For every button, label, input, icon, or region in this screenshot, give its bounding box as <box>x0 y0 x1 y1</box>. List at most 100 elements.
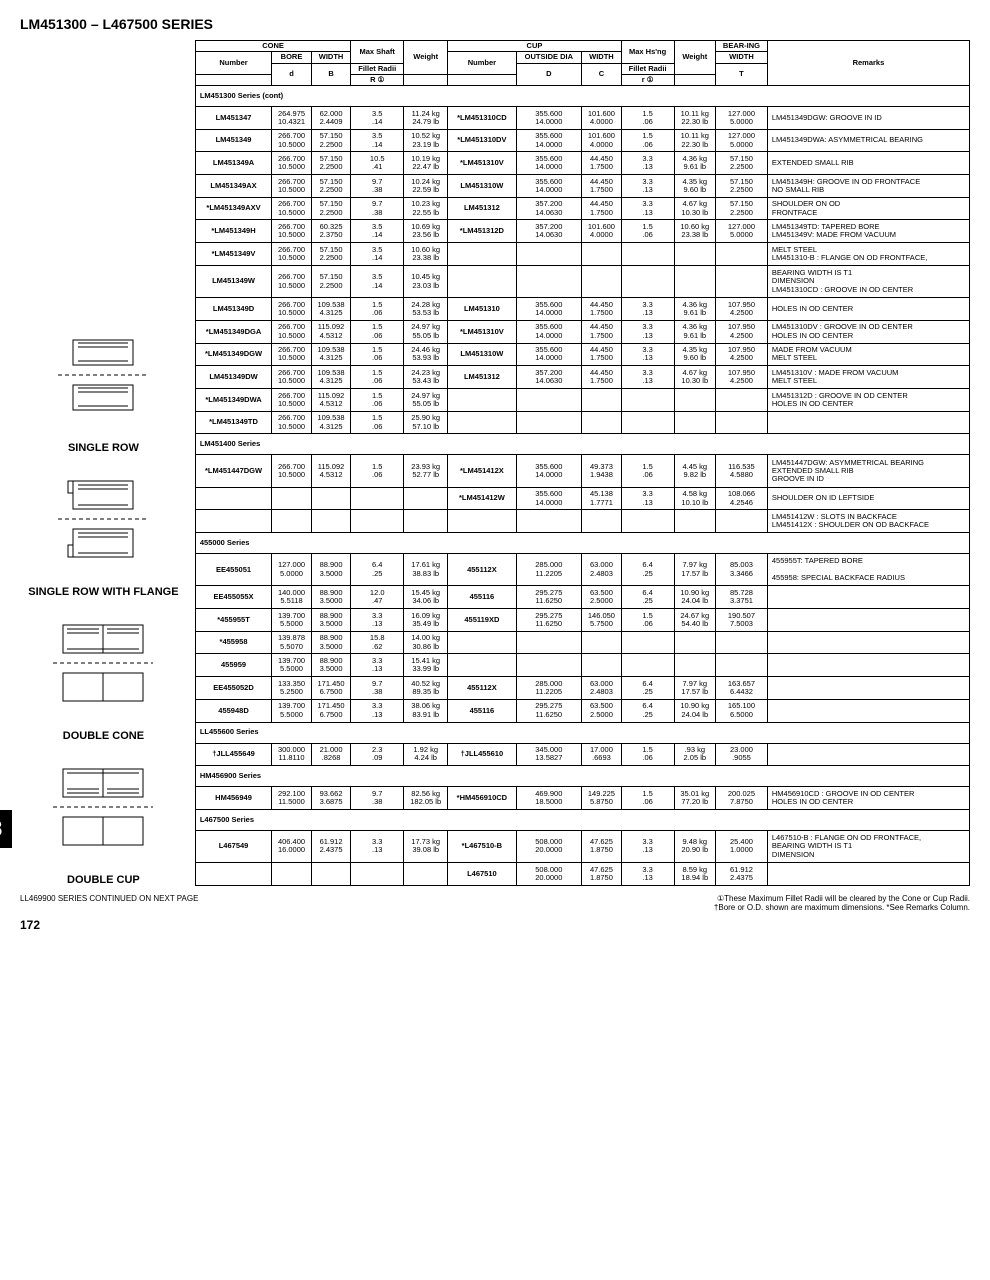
table-row: 455948D139.700 5.5000171.450 6.75003.3 .… <box>195 699 969 722</box>
fillet-r <box>621 631 674 654</box>
width-B <box>311 863 351 886</box>
bore: 266.700 10.5000 <box>272 320 312 343</box>
width-B: 57.150 2.2500 <box>311 175 351 198</box>
width-T: 107.950 4.2500 <box>716 343 768 366</box>
cone-number: *LM451349DGA <box>195 320 271 343</box>
outside-dia: 357.200 14.0630 <box>516 220 582 243</box>
remarks <box>767 699 969 722</box>
cup-number: 455116 <box>448 699 516 722</box>
cone-number: *LM451349DWA <box>195 389 271 412</box>
width-C: 44.450 1.7500 <box>582 197 622 220</box>
weight-cup: 4.36 kg 9.61 lb <box>674 152 716 175</box>
header-blank <box>674 74 716 85</box>
cone-number: EE455055X <box>195 586 271 609</box>
fillet-R: 1.5 .06 <box>351 455 404 487</box>
remarks: HOLES IN OD CENTER <box>767 298 969 321</box>
width-C: 44.450 1.7500 <box>582 298 622 321</box>
width-T <box>716 631 768 654</box>
weight-cup: 10.90 kg 24.04 lb <box>674 586 716 609</box>
fillet-r: 1.5 .06 <box>621 220 674 243</box>
weight-cone: 82.56 kg 182.05 lb <box>404 787 448 810</box>
header-max-shaft: Max Shaft <box>351 41 404 64</box>
diagram-label: DOUBLE CONE <box>63 730 144 742</box>
width-C: 63.000 2.4803 <box>582 554 622 586</box>
cup-number <box>448 243 516 266</box>
bore: 140.000 5.5118 <box>272 586 312 609</box>
diagram-label: SINGLE ROW <box>68 442 139 454</box>
remarks: LM451312D : GROOVE IN OD CENTER HOLES IN… <box>767 389 969 412</box>
weight-cup: 4.58 kg 10.10 lb <box>674 487 716 510</box>
width-C: 149.225 5.8750 <box>582 787 622 810</box>
fillet-R: 3.3 .13 <box>351 654 404 677</box>
weight-cone: 23.93 kg 52.77 lb <box>404 455 448 487</box>
remarks: LM451349TD: TAPERED BORE LM451349V: MADE… <box>767 220 969 243</box>
fillet-R: 15.8 .62 <box>351 631 404 654</box>
cup-number: *L467510-B <box>448 830 516 862</box>
fillet-r <box>621 510 674 533</box>
outside-dia: 355.600 14.0000 <box>516 343 582 366</box>
table-row: LM451412W : SLOTS IN BACKFACE LM451412X … <box>195 510 969 533</box>
width-T <box>716 510 768 533</box>
cone-number: LM451349 <box>195 129 271 152</box>
cup-number: *LM451310CD <box>448 106 516 129</box>
width-C: 44.450 1.7500 <box>582 152 622 175</box>
remarks: MADE FROM VACUUM MELT STEEL <box>767 343 969 366</box>
header-weight: Weight <box>674 41 716 75</box>
fillet-R: 10.5 .41 <box>351 152 404 175</box>
width-B: 109.538 4.3125 <box>311 343 351 366</box>
weight-cup <box>674 243 716 266</box>
section-title: L467500 Series <box>195 809 969 830</box>
fillet-R: 9.7 .38 <box>351 175 404 198</box>
width-T: 61.912 2.4375 <box>716 863 768 886</box>
width-T: 165.100 6.5000 <box>716 699 768 722</box>
width-C <box>582 510 622 533</box>
cup-number: L467510 <box>448 863 516 886</box>
width-B: 57.150 2.2500 <box>311 152 351 175</box>
bore: 139.700 5.5000 <box>272 654 312 677</box>
bore: 133.350 5.2500 <box>272 677 312 700</box>
fillet-r: 1.5 .06 <box>621 743 674 766</box>
cone-number: *LM451447DGW <box>195 455 271 487</box>
cup-number: *LM451412X <box>448 455 516 487</box>
weight-cone: 24.28 kg 53.53 lb <box>404 298 448 321</box>
outside-dia: 355.600 14.0000 <box>516 152 582 175</box>
cup-number <box>448 265 516 297</box>
fillet-R: 9.7 .38 <box>351 677 404 700</box>
fillet-r <box>621 243 674 266</box>
outside-dia <box>516 243 582 266</box>
weight-cone: 16.09 kg 35.49 lb <box>404 609 448 632</box>
header-remarks: Remarks <box>767 41 969 86</box>
cup-number: *LM451310V <box>448 152 516 175</box>
fillet-r: 3.3 .13 <box>621 175 674 198</box>
remarks: LM451412W : SLOTS IN BACKFACE LM451412X … <box>767 510 969 533</box>
outside-dia: 355.600 14.0000 <box>516 106 582 129</box>
cup-number: *LM451310DV <box>448 129 516 152</box>
table-row: *455955T139.700 5.500088.900 3.50003.3 .… <box>195 609 969 632</box>
width-B: 88.900 3.5000 <box>311 586 351 609</box>
fillet-r: 3.3 .13 <box>621 298 674 321</box>
fillet-R: 3.3 .13 <box>351 609 404 632</box>
table-row: *LM451412W355.600 14.000045.138 1.77713.… <box>195 487 969 510</box>
outside-dia <box>516 631 582 654</box>
remarks <box>767 631 969 654</box>
cone-number: *LM451349TD <box>195 411 271 434</box>
width-T: 107.950 4.2500 <box>716 366 768 389</box>
fillet-R: 1.5 .06 <box>351 320 404 343</box>
bore: 266.700 10.5000 <box>272 265 312 297</box>
remarks <box>767 863 969 886</box>
header-cup: CUP <box>448 41 621 52</box>
remarks: SHOULDER ON ID LEFTSIDE <box>767 487 969 510</box>
weight-cup: 4.36 kg 9.61 lb <box>674 320 716 343</box>
outside-dia: 285.000 11.2205 <box>516 677 582 700</box>
fillet-R: 12.0 .47 <box>351 586 404 609</box>
weight-cup: 35.01 kg 77.20 lb <box>674 787 716 810</box>
section-tab: 8 <box>0 810 12 848</box>
width-T: 200.025 7.8750 <box>716 787 768 810</box>
cup-number: *LM451310V <box>448 320 516 343</box>
table-row: †JLL455649300.000 11.811021.000 .82682.3… <box>195 743 969 766</box>
cup-number: 455112X <box>448 677 516 700</box>
weight-cone: 25.90 kg 57.10 lb <box>404 411 448 434</box>
width-B: 60.325 2.3750 <box>311 220 351 243</box>
remarks: L467510-B : FLANGE ON OD FRONTFACE, BEAR… <box>767 830 969 862</box>
weight-cone: 11.24 kg 24.79 lb <box>404 106 448 129</box>
